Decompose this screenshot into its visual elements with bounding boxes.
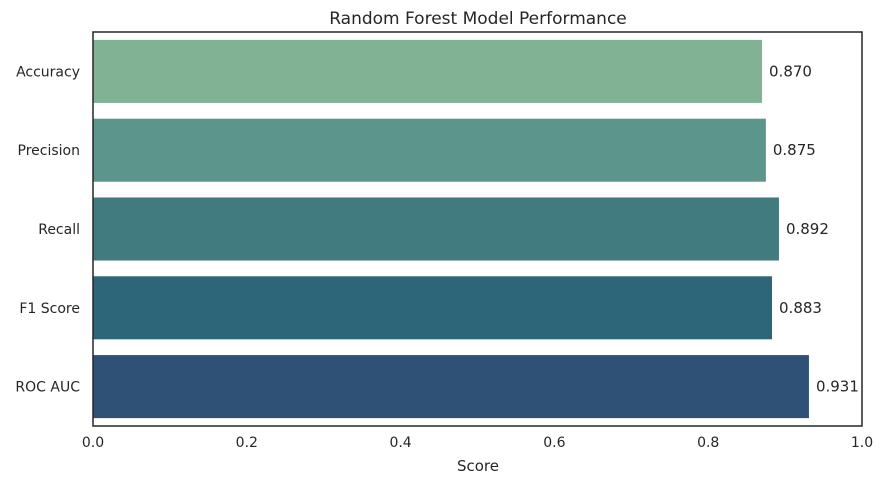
value-label: 0.875 <box>773 141 816 159</box>
bar-roc-auc <box>93 355 809 419</box>
plot-frame <box>92 31 863 427</box>
value-label: 0.870 <box>769 62 812 80</box>
value-label: 0.892 <box>786 220 829 238</box>
x-tick-label: 0.6 <box>543 435 565 451</box>
bar-accuracy <box>93 39 763 103</box>
y-tick-labels: Accuracy Precision Recall F1 Score ROC AUC <box>15 64 80 395</box>
y-tick-label: Accuracy <box>16 64 80 80</box>
y-tick-label: Precision <box>18 143 80 159</box>
x-ticks: 0.0 0.2 0.4 0.6 0.8 1.0 <box>82 435 873 451</box>
y-tick-label: ROC AUC <box>15 380 80 396</box>
x-tick-label: 0.4 <box>389 435 411 451</box>
x-tick-label: 0.2 <box>236 435 258 451</box>
x-tick-label: 0.0 <box>82 435 104 451</box>
y-tick-label: Recall <box>38 222 80 238</box>
y-tick-label: F1 Score <box>19 301 80 317</box>
x-axis-label: Score <box>457 457 499 475</box>
x-tick-label: 1.0 <box>851 435 873 451</box>
bar-precision <box>93 118 766 182</box>
bars-group: 0.870 0.875 0.892 0.883 0.931 <box>93 39 859 419</box>
bar-recall <box>93 197 779 261</box>
chart-title: Random Forest Model Performance <box>329 9 627 29</box>
value-label: 0.883 <box>779 299 822 317</box>
value-label: 0.931 <box>816 378 859 396</box>
x-tick-label: 0.8 <box>697 435 719 451</box>
bar-f1-score <box>93 276 773 340</box>
